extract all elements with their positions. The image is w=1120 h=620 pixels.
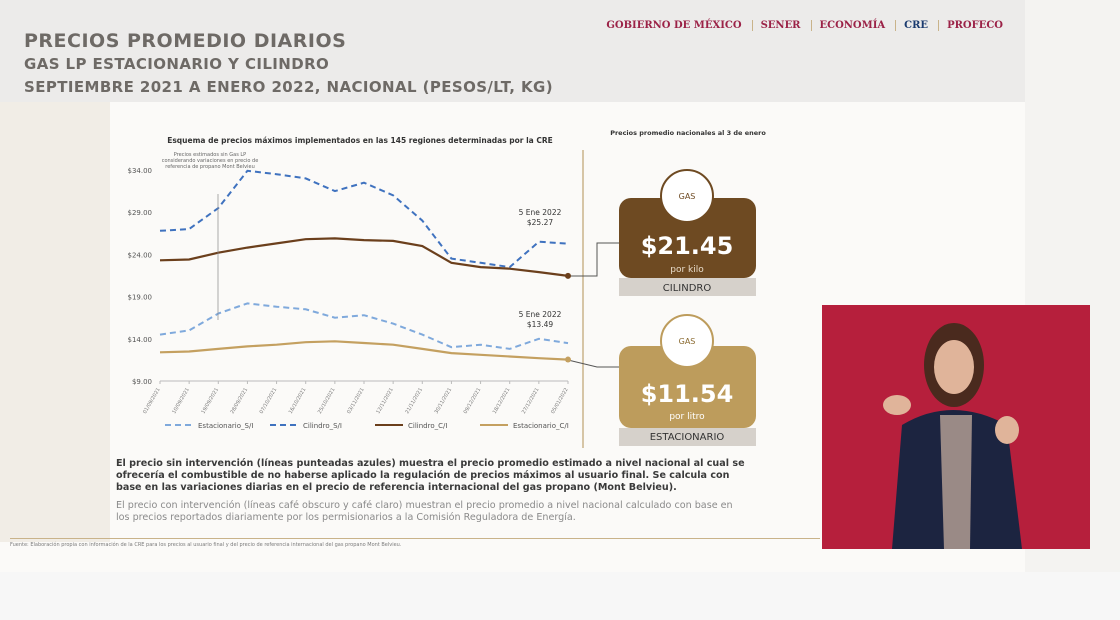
icon-label: GAS: [679, 192, 696, 201]
card-price: $21.45: [641, 232, 734, 260]
logo: GOBIERNO DE MÉXICO: [606, 20, 742, 31]
x-tick-label: 07/10/2021: [259, 387, 279, 415]
y-tick-label: $19.00: [128, 294, 153, 302]
logo: SENER: [751, 20, 801, 31]
legend-label: Cilindro_C/I: [408, 422, 447, 430]
logo: PROFECO: [938, 20, 1003, 31]
end-point: [565, 272, 571, 279]
annotation-date: 5 Ene 2022: [519, 208, 562, 217]
hand: [883, 395, 911, 415]
y-tick-label: $34.00: [128, 167, 153, 175]
title: PRECIOS PROMEDIO DIARIOS: [24, 30, 347, 52]
card-unit: por litro: [669, 412, 705, 422]
card-bg: [619, 198, 756, 278]
interpreter-video: [822, 305, 1090, 549]
period: SEPTIEMBRE 2021 A ENERO 2022, NACIONAL (…: [24, 78, 553, 96]
note: El precio sin intervención (líneas punte…: [116, 458, 745, 493]
source: Fuente: Elaboración propia con informaci…: [10, 538, 820, 548]
card-label-bg: [619, 428, 756, 446]
series-line: [159, 237, 569, 277]
note: El precio con intervención (líneas café …: [116, 499, 733, 523]
end-point: [565, 356, 571, 363]
plot: $9.00 $14.00 $19.00 $24.00 $29.00 $34.00 01/09…: [128, 152, 571, 430]
x-tick-label: 09/12/2021: [463, 387, 483, 415]
connector: [567, 359, 619, 368]
y-tick-label: $24.00: [128, 251, 153, 259]
card-bg: [619, 346, 756, 428]
annotation-price: $25.27: [527, 218, 553, 227]
subtitle: GAS LP ESTACIONARIO Y CILINDRO: [24, 55, 330, 73]
x-tick-label: 25/10/2021: [317, 387, 337, 415]
legend-label: Estacionario_C/I: [513, 422, 569, 430]
x-tick-label: 03/11/2021: [346, 387, 366, 415]
chart-title: Esquema de precios máximos implementados…: [167, 136, 553, 145]
notes: El precio sin intervención (líneas punte…: [116, 458, 748, 530]
series-line: [159, 340, 569, 361]
shirt: [940, 415, 972, 549]
legend-label: Estacionario_S/I: [198, 422, 253, 430]
x-tick-label: 27/12/2021: [521, 387, 541, 415]
chart-note: Precios estimados sin Gas LP considerand…: [161, 152, 259, 170]
summary-title: Precios promedio nacionales al 3 de ener…: [610, 129, 766, 137]
note-callout: Precios estimados sin Gas LP considerand…: [161, 152, 259, 170]
card-icon: [660, 169, 714, 223]
card-label-bg: [619, 278, 756, 296]
interpreter: [883, 323, 1022, 549]
chart: Esquema de precios máximos implementados…: [0, 102, 766, 542]
logos: GOBIERNO DE MÉXICO SENER ECONOMÍA CRE PR…: [598, 20, 1003, 31]
card-icon: [660, 314, 714, 368]
x-tick-label: 10/09/2021: [171, 387, 191, 415]
x-tick-label: 12/11/2021: [375, 387, 395, 415]
x-tick-label: 19/09/2021: [200, 387, 220, 415]
logo: CRE: [895, 20, 928, 31]
legend-label: Cilindro_S/I: [303, 422, 342, 430]
y-tick-label: $9.00: [132, 378, 152, 386]
x-tick-label: 28/09/2021: [230, 387, 250, 415]
x-tick-label: 05/01/2022: [550, 387, 570, 415]
icon-label: GAS: [679, 337, 696, 346]
x-tick-label: 16/10/2021: [288, 387, 308, 415]
x-tick-label: 21/11/2021: [404, 387, 424, 415]
player-bar: [0, 572, 1120, 620]
y-tick-label: $14.00: [128, 336, 153, 344]
x-tick-label: 30/11/2021: [434, 387, 454, 415]
annotation-date: 5 Ene 2022: [519, 310, 562, 319]
logo: ECONOMÍA: [810, 20, 885, 31]
card-unit: por kilo: [670, 265, 704, 275]
annotation-price: $13.49: [527, 320, 553, 329]
y-tick-label: $29.00: [128, 209, 153, 217]
header: PRECIOS PROMEDIO DIARIOS GAS LP ESTACION…: [0, 0, 1025, 102]
decor-band: [0, 102, 110, 542]
hand: [995, 416, 1019, 444]
series-line: [159, 302, 569, 350]
series-line: [159, 169, 569, 269]
connector: [568, 242, 619, 277]
card-label: CILINDRO: [663, 283, 712, 294]
card-label: ESTACIONARIO: [650, 432, 725, 443]
card-price: $11.54: [641, 380, 734, 408]
x-tick-label: 18/12/2021: [492, 387, 512, 415]
x-tick-label: 01/09/2021: [142, 387, 162, 415]
face: [934, 340, 974, 394]
